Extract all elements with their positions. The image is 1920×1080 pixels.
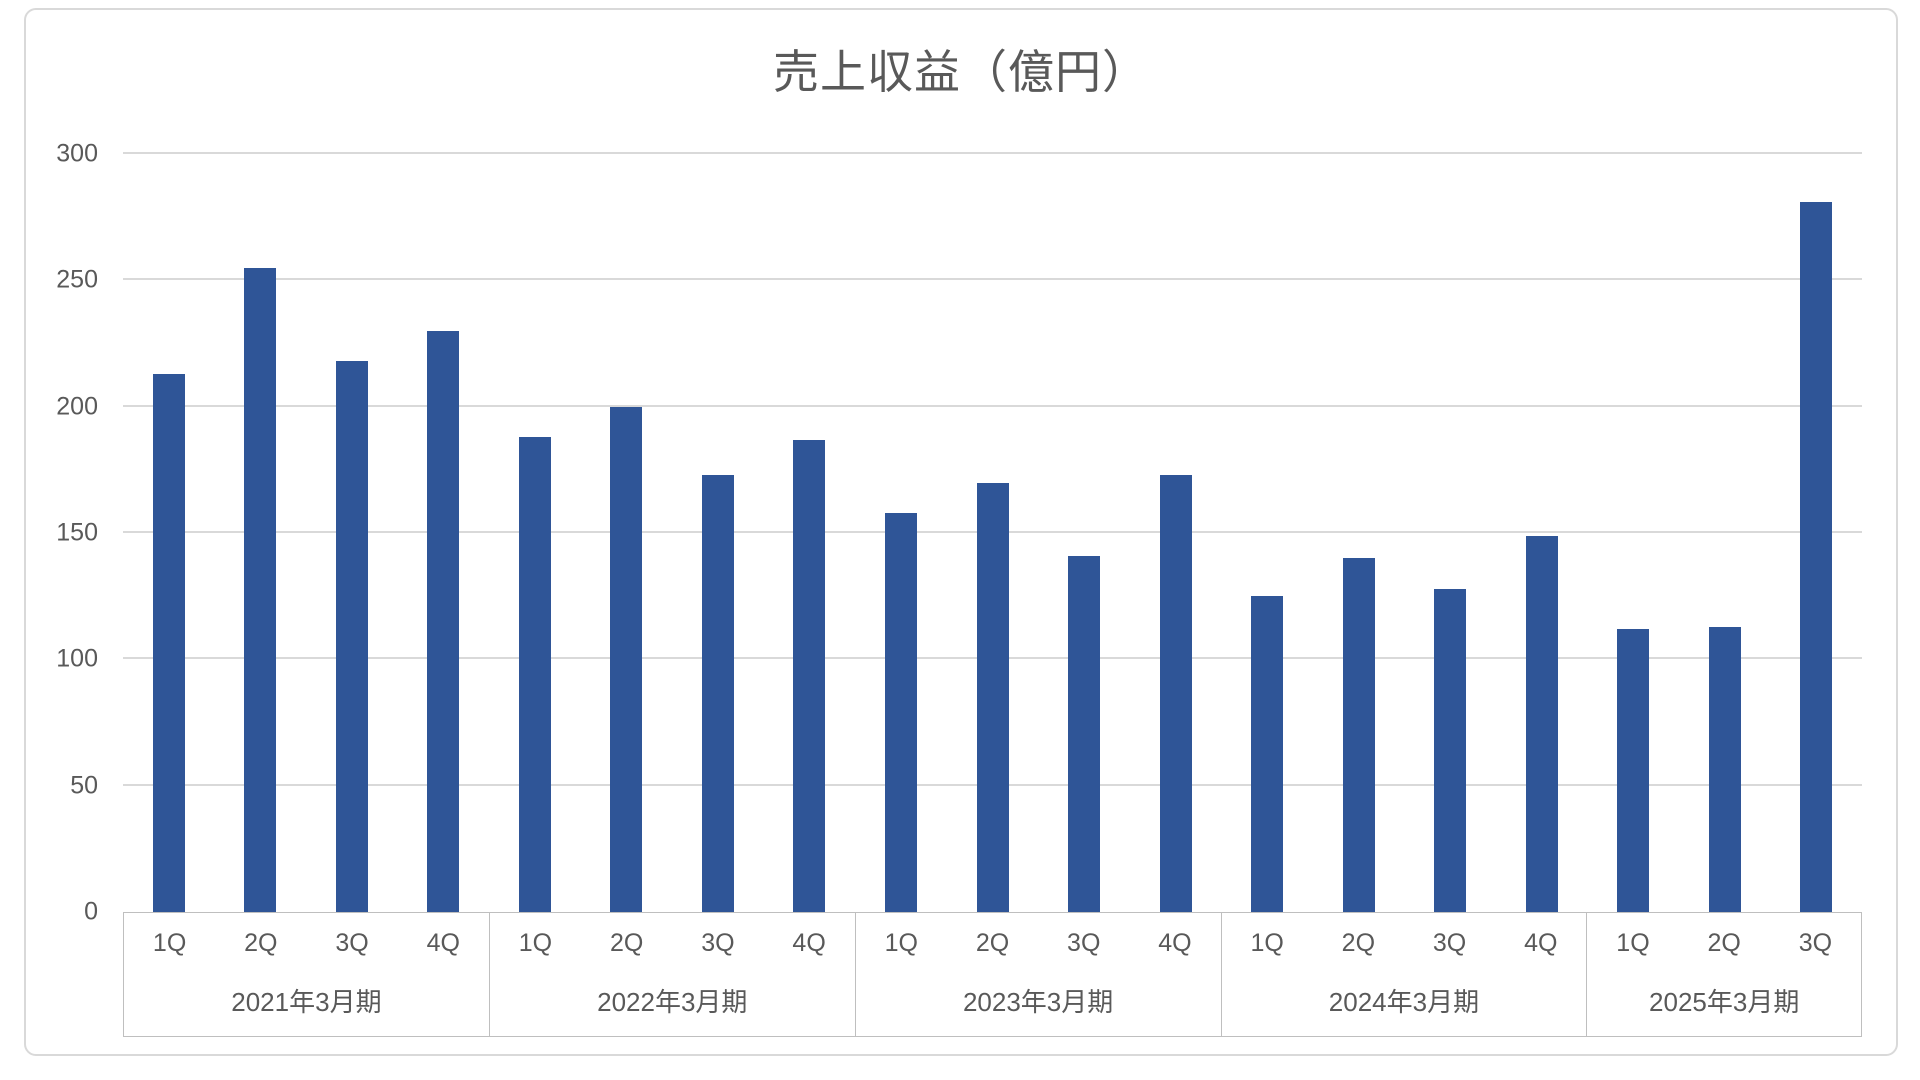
bar-slot <box>215 154 307 912</box>
bar-slot <box>581 154 673 912</box>
bar-slot <box>1771 154 1863 912</box>
bar-2024年3月期-1Q <box>1251 596 1284 912</box>
quarter-label: 3Q <box>1067 928 1101 957</box>
bar-slot <box>1496 154 1588 912</box>
bar-slot <box>306 154 398 912</box>
fiscal-year-label: 2023年3月期 <box>962 987 1114 1017</box>
bar-2024年3月期-2Q <box>1342 558 1375 912</box>
fiscal-year-label: 2024年3月期 <box>1328 987 1480 1017</box>
y-tick-label: 100 <box>56 644 98 673</box>
quarter-label: 4Q <box>426 928 460 957</box>
quarter-label: 1Q <box>518 928 553 957</box>
y-tick-label: 300 <box>56 139 98 168</box>
quarter-row: 1Q 2Q 3Q 4Q <box>124 913 489 973</box>
year-group-2022年3月期: 1Q 2Q 3Q 4Q 2022年3月期 <box>490 913 856 1036</box>
y-tick-label: 250 <box>56 265 98 294</box>
category-axis: 1Q 2Q 3Q 4Q 2021年3月期 1Q 2Q 3Q 4Q 2022年3月期 1Q 2Q 3Q 4Q… <box>123 912 1862 1037</box>
quarter-row: 1Q 2Q 3Q 4Q <box>856 913 1221 973</box>
quarter-label: 3Q <box>1432 928 1467 957</box>
bar-slot <box>1221 154 1313 912</box>
bar-slot <box>489 154 581 912</box>
quarter-label: 1Q <box>1250 928 1284 957</box>
quarter-label: 4Q <box>1158 928 1192 957</box>
quarter-row: 1Q 2Q 3Q <box>1587 913 1861 973</box>
bar-2023年3月期-1Q <box>885 512 918 912</box>
plot-area <box>123 152 1862 912</box>
fiscal-year-label: 2022年3月期 <box>597 987 748 1017</box>
y-tick-label: 200 <box>56 392 98 421</box>
bar-slot <box>1038 154 1130 912</box>
quarter-label: 1Q <box>152 928 187 957</box>
bar-2022年3月期-1Q <box>518 437 551 912</box>
quarter-label: 4Q <box>1524 928 1558 957</box>
quarter-label: 2Q <box>609 928 644 957</box>
quarter-label: 3Q <box>1798 928 1833 957</box>
bars-row <box>123 154 1862 912</box>
fiscal-year-label: 2021年3月期 <box>231 987 382 1017</box>
year-group-2023年3月期: 1Q 2Q 3Q 4Q 2023年3月期 <box>856 913 1222 1036</box>
bar-2021年3月期-1Q <box>152 373 185 912</box>
bar-slot <box>1404 154 1496 912</box>
bar-2022年3月期-2Q <box>610 406 643 912</box>
fiscal-year-label: 2025年3月期 <box>1649 987 1800 1017</box>
bar-2024年3月期-4Q <box>1525 535 1558 912</box>
bar-slot <box>1588 154 1680 912</box>
gridline <box>123 278 1862 281</box>
bar-slot <box>398 154 490 912</box>
bar-2022年3月期-3Q <box>701 474 734 912</box>
y-tick-label: 50 <box>70 771 98 800</box>
bar-slot <box>764 154 856 912</box>
bar-2023年3月期-3Q <box>1068 555 1101 912</box>
y-tick-label: 150 <box>56 518 98 547</box>
bar-slot <box>1130 154 1222 912</box>
quarter-label: 3Q <box>335 928 369 957</box>
y-tick-label: 0 <box>84 897 98 926</box>
quarter-label: 1Q <box>884 928 918 957</box>
bar-2024年3月期-3Q <box>1434 588 1467 912</box>
bar-2023年3月期-4Q <box>1159 474 1192 912</box>
chart-title: 売上収益（億円） <box>773 46 1149 98</box>
bar-2025年3月期-2Q <box>1708 626 1741 912</box>
bar-2022年3月期-4Q <box>793 439 826 912</box>
bar-2025年3月期-1Q <box>1617 629 1650 912</box>
chart-frame: 売上収益（億円） 0 50 100 150 200 250 300 1Q 2Q 3Q 4Q 2021… <box>24 8 1898 1056</box>
quarter-label: 2Q <box>1707 928 1741 957</box>
bar-2021年3月期-4Q <box>427 330 460 912</box>
bar-2025年3月期-3Q <box>1800 202 1833 912</box>
quarter-label: 2Q <box>975 928 1010 957</box>
year-group-2021年3月期: 1Q 2Q 3Q 4Q 2021年3月期 <box>124 913 490 1036</box>
quarter-row: 1Q 2Q 3Q 4Q <box>1222 913 1587 973</box>
quarter-label: 3Q <box>701 928 735 957</box>
year-group-2024年3月期: 1Q 2Q 3Q 4Q 2024年3月期 <box>1222 913 1588 1036</box>
bar-slot <box>855 154 947 912</box>
bar-slot <box>672 154 764 912</box>
gridline <box>123 404 1862 407</box>
year-group-2025年3月期: 1Q 2Q 3Q 2025年3月期 <box>1587 913 1861 1036</box>
bar-slot <box>947 154 1039 912</box>
quarter-label: 4Q <box>792 928 826 957</box>
bar-slot <box>123 154 215 912</box>
quarter-label: 1Q <box>1616 928 1650 957</box>
bar-2023年3月期-2Q <box>976 482 1009 912</box>
bar-slot <box>1313 154 1405 912</box>
quarter-label: 2Q <box>1341 928 1376 957</box>
gridline <box>123 152 1862 154</box>
bar-2021年3月期-3Q <box>335 361 368 912</box>
y-axis: 0 50 100 150 200 250 300 <box>26 141 98 924</box>
bar-2021年3月期-2Q <box>244 267 277 912</box>
quarter-label: 2Q <box>244 928 278 957</box>
quarter-row: 1Q 2Q 3Q 4Q <box>490 913 855 973</box>
bar-slot <box>1679 154 1771 912</box>
